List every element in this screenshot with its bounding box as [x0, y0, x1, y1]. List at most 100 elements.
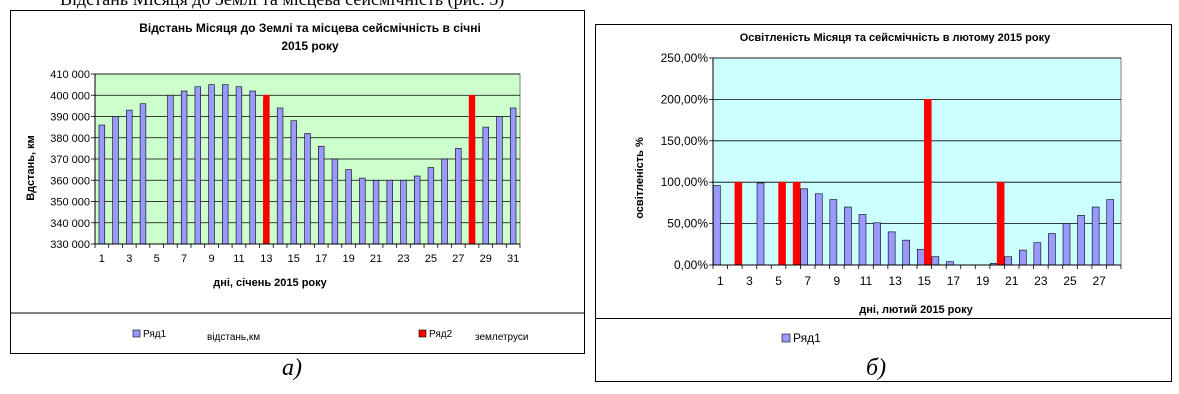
bar-series1-day-26 [1077, 215, 1085, 266]
x-tick-label: 13 [260, 253, 272, 265]
bar-series1-day-25 [427, 167, 435, 245]
chart-a-legend-name-1: Ряд1 [143, 329, 167, 340]
bar-series1-day-27 [455, 148, 462, 245]
bar-series1-day-7 [800, 188, 809, 266]
y-tick-label: 0,00% [674, 258, 708, 272]
bar-series1-day-6 [167, 94, 174, 245]
y-tick-label: 330 000 [50, 239, 90, 251]
bar-series1-day-3 [126, 109, 133, 245]
bar-series2-day-6 [792, 181, 801, 266]
bar-series2-day-20 [996, 181, 1005, 266]
bar-series1-day-14 [276, 107, 284, 245]
x-tick-label: 29 [480, 253, 492, 265]
y-tick-label: 350 000 [50, 197, 90, 209]
x-tick-label: 25 [1063, 274, 1077, 288]
bar-series1-day-1 [98, 124, 106, 245]
bar-series1-day-9 [829, 199, 838, 266]
bar-series1-day-1 [712, 185, 721, 266]
bar-series1-day-10 [844, 206, 852, 266]
chart-a-legend-box [10, 312, 585, 354]
chart-a-title-line1: Відстань Місяця до Землі та місцева сейс… [139, 21, 481, 35]
x-tick-label: 13 [888, 274, 902, 288]
y-tick-label: 370 000 [50, 154, 90, 166]
bar-series1-day-19 [345, 169, 352, 245]
x-tick-label: 19 [343, 253, 355, 265]
bar-series1-day-23 [1033, 242, 1042, 266]
top-text-fragment: Відстань Місяця до Землі та місцева сейс… [0, 0, 1179, 10]
y-tick-label: 100,00% [661, 175, 709, 189]
bar-series1-day-10 [222, 84, 229, 245]
bar-series1-day-26 [441, 158, 448, 245]
bar-series1-day-25 [1062, 223, 1071, 266]
x-tick-label: 15 [288, 253, 300, 265]
x-tick-label: 5 [154, 253, 160, 265]
chart-b-illumination: Освітленість Місяця та сейсмічність в лю… [595, 24, 1172, 382]
y-tick-label: 360 000 [50, 175, 90, 187]
bar-series2-day-28 [468, 94, 476, 245]
bar-series2-day-2 [734, 181, 743, 266]
y-tick-label: 150,00% [661, 134, 709, 148]
x-tick-label: 27 [1092, 274, 1106, 288]
caption-a: а) [282, 355, 302, 381]
chart-a-xlabel: дні, січень 2015 року [213, 277, 327, 289]
bar-series1-day-28 [1106, 199, 1115, 266]
x-tick-label: 7 [181, 253, 187, 265]
bar-series2-day-5 [778, 181, 786, 266]
x-tick-label: 23 [397, 253, 409, 265]
x-tick-label: 31 [507, 253, 519, 265]
bar-series1-day-2 [112, 116, 119, 245]
bar-series1-day-27 [1091, 206, 1100, 266]
bar-series1-day-30 [496, 116, 503, 245]
chart-b-ylabel: освітленість % [634, 137, 646, 219]
x-tick-label: 1 [717, 274, 724, 288]
bar-series1-day-11 [858, 214, 867, 266]
caption-b: б) [866, 355, 887, 381]
y-tick-label: 250,00% [661, 51, 709, 65]
bar-series2-day-13 [263, 94, 270, 245]
bar-series1-day-9 [208, 84, 215, 245]
chart-a-distance: Відстань Місяця до Землі та місцева сейс… [10, 10, 585, 354]
bar-series1-day-12 [873, 222, 881, 266]
x-tick-label: 27 [452, 253, 464, 265]
bar-series1-day-31 [509, 107, 517, 245]
y-tick-label: 200,00% [661, 92, 709, 106]
y-tick-label: 390 000 [50, 112, 90, 124]
chart-b-plot-area: 0,00% 50,00% 100,00% 150,00% 200,00% 250,00% 1… [661, 51, 1122, 288]
chart-a-legend-name-2: Ряд2 [429, 329, 453, 340]
y-tick-label: 50,00% [667, 217, 708, 231]
chart-b-legend-text: Ряд1 [793, 331, 821, 345]
y-tick-label: 340 000 [50, 218, 90, 230]
x-tick-label: 9 [208, 253, 214, 265]
plot-background [712, 57, 1122, 266]
chart-a-legend-text-1: відстань,км [207, 332, 260, 343]
chart-a-ylabel: Вдстань, км [25, 135, 37, 201]
chart-a-legend-text-2: землетруси [475, 332, 528, 343]
chart-a-legend-swatch-1 [132, 329, 141, 338]
y-tick-label: 400 000 [50, 90, 90, 102]
y-tick-label: 410 000 [50, 69, 90, 81]
x-tick-label: 1 [99, 253, 105, 265]
top-text-left: Відстань Місяця до Землі та місцева сейс… [60, 0, 504, 8]
x-tick-label: 11 [233, 253, 244, 265]
bar-series1-day-20 [359, 177, 366, 245]
bar-series1-day-12 [249, 90, 256, 245]
chart-b-title: Освітленість Місяця та сейсмічність в лю… [740, 32, 1051, 44]
chart-a-plot-area: 330 000 340 000 350 000 360 000 370 000 380 0… [50, 69, 521, 265]
bar-series1-day-21 [372, 179, 380, 245]
chart-a-title-line2: 2015 року [281, 39, 339, 53]
x-tick-label: 15 [918, 274, 932, 288]
x-tick-label: 21 [370, 253, 382, 265]
bar-series1-day-8 [814, 193, 823, 266]
bar-series1-day-7 [180, 90, 188, 245]
bar-series2-day-15 [923, 99, 932, 266]
x-tick-label: 17 [315, 253, 327, 265]
bar-series1-day-24 [1048, 233, 1056, 266]
bar-series1-day-4 [139, 103, 147, 245]
bar-series1-day-8 [194, 86, 202, 245]
bar-series1-day-11 [235, 86, 243, 245]
bar-series1-day-16 [304, 133, 311, 245]
bar-series1-day-23 [400, 179, 407, 245]
bar-series1-day-4 [756, 182, 765, 266]
x-tick-label: 9 [834, 274, 841, 288]
x-tick-label: 11 [860, 274, 873, 288]
